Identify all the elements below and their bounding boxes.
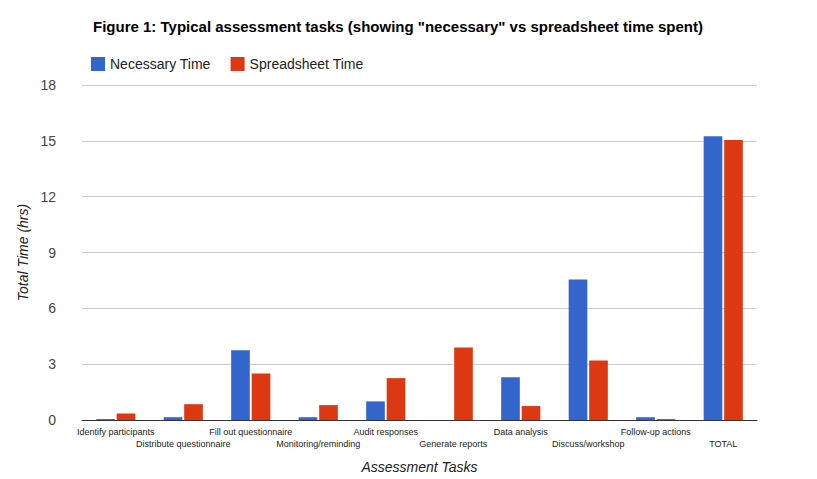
svg-text:6: 6: [48, 300, 56, 316]
svg-text:Discuss/workshop: Discuss/workshop: [552, 439, 625, 449]
svg-text:Data analysis: Data analysis: [494, 427, 549, 437]
svg-text:TOTAL: TOTAL: [709, 439, 737, 449]
svg-text:9: 9: [48, 245, 56, 261]
svg-text:Necessary Time: Necessary Time: [110, 56, 211, 72]
svg-text:12: 12: [40, 189, 56, 205]
svg-text:0: 0: [48, 412, 56, 428]
svg-text:Generate reports: Generate reports: [419, 439, 488, 449]
svg-text:Follow-up actions: Follow-up actions: [621, 427, 692, 437]
svg-text:15: 15: [40, 133, 56, 149]
svg-text:Total Time (hrs): Total Time (hrs): [15, 204, 31, 301]
svg-text:Distribute questionnaire: Distribute questionnaire: [136, 439, 231, 449]
svg-text:Audit responses: Audit responses: [353, 427, 418, 437]
svg-text:Fill out questionnaire: Fill out questionnaire: [209, 427, 292, 437]
svg-text:Assessment Tasks: Assessment Tasks: [360, 459, 477, 475]
svg-text:Monitoring/reminding: Monitoring/reminding: [276, 439, 360, 449]
svg-text:Spreadsheet Time: Spreadsheet Time: [250, 56, 364, 72]
svg-text:Identify participants: Identify participants: [77, 427, 155, 437]
svg-text:3: 3: [48, 356, 56, 372]
svg-text:Figure 1: Typical assessment t: Figure 1: Typical assessment tasks (show…: [93, 18, 703, 35]
svg-text:18: 18: [40, 77, 56, 93]
